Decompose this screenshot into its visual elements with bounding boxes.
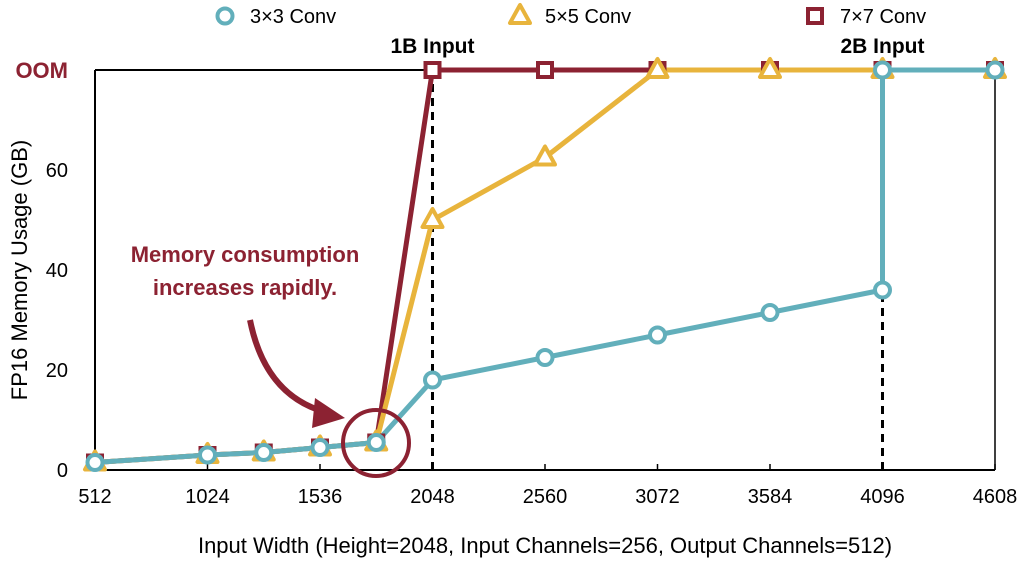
triangle-marker (508, 3, 532, 25)
annotation-text: Memory consumption (131, 242, 360, 267)
square-marker (423, 61, 442, 79)
y-tick-label: 40 (46, 260, 68, 282)
circle-marker (648, 325, 667, 345)
y-tick-label: 60 (46, 160, 68, 182)
circle-marker (760, 303, 780, 322)
annotation-arrow-head (312, 398, 345, 428)
circle-marker (423, 370, 442, 390)
reference-line-label: 1B Input (391, 35, 475, 58)
x-tick-label: 3072 (635, 486, 680, 508)
annotation-arrow-shaft (247, 319, 326, 415)
triangle-marker (533, 144, 557, 167)
circle-marker (873, 280, 892, 300)
x-tick-label: 1536 (298, 486, 343, 508)
y-tick-label: 0 (57, 460, 68, 482)
x-tick-label: 3584 (748, 486, 793, 508)
triangle-marker (645, 57, 670, 79)
reference-line-label: 2B Input (841, 35, 925, 58)
circle-marker (254, 443, 274, 462)
annotation-text: increases rapidly. (153, 275, 337, 300)
oom-tick-label: OOM (15, 58, 68, 83)
legend-label: 7×7 Conv (840, 6, 926, 28)
y-axis-label: FP16 Memory Usage (GB) (7, 140, 32, 400)
legend-label: 3×3 Conv (250, 6, 336, 28)
x-tick-label: 4608 (973, 486, 1018, 508)
legend-label: 5×5 Conv (545, 6, 631, 28)
circle-marker (215, 6, 235, 26)
highlight-circle (341, 408, 411, 478)
x-tick-label: 2048 (410, 486, 455, 508)
triangle-marker (420, 207, 445, 229)
x-tick-label: 2560 (523, 486, 568, 508)
triangle-marker (758, 57, 782, 79)
circle-marker (198, 445, 217, 465)
circle-marker (310, 438, 330, 457)
circle-marker (366, 433, 386, 452)
circle-marker (873, 60, 892, 80)
x-tick-label: 4096 (860, 486, 905, 508)
x-tick-label: 512 (78, 486, 111, 508)
x-axis-label: Input Width (Height=2048, Input Channels… (198, 533, 892, 558)
circle-marker (535, 348, 555, 367)
square-marker (806, 7, 824, 25)
circle-marker (985, 60, 1005, 80)
circle-marker (85, 453, 105, 472)
square-marker (536, 61, 554, 79)
x-tick-label: 1024 (185, 486, 230, 508)
y-tick-label: 20 (46, 360, 68, 382)
